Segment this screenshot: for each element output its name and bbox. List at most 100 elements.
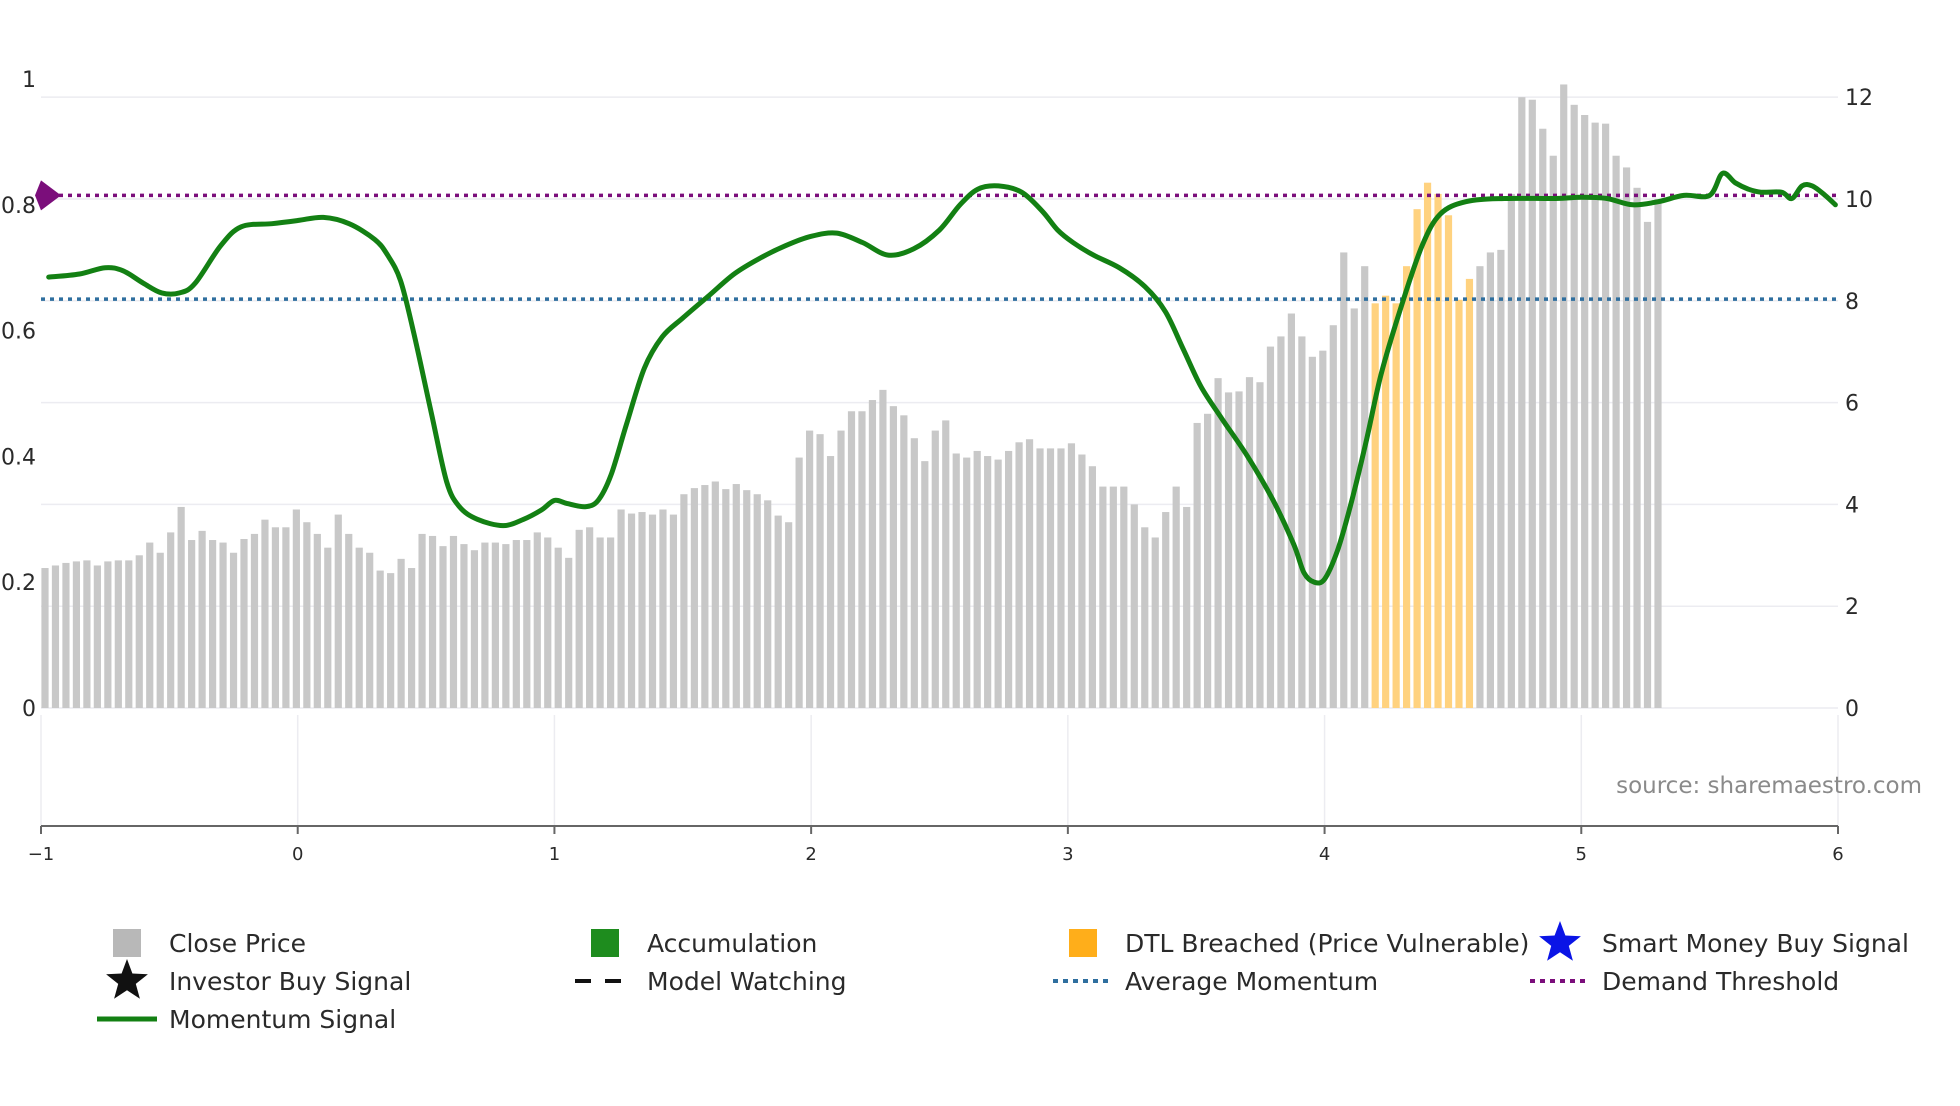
- close-price-bar: [282, 527, 290, 708]
- close-price-bar: [125, 560, 133, 708]
- close-price-bar: [240, 539, 248, 708]
- close-price-bar: [732, 484, 740, 708]
- close-price-bar: [167, 532, 175, 708]
- right-axis-tick: 0: [1845, 697, 1859, 722]
- right-axis-tick: 8: [1845, 290, 1859, 315]
- legend-label: Investor Buy Signal: [169, 967, 411, 996]
- legend-item-momentum-signal: Momentum Signal: [97, 1005, 396, 1034]
- close-price-bar: [1528, 99, 1536, 709]
- close-price-bar: [952, 453, 960, 708]
- close-price-bar: [1518, 97, 1526, 709]
- right-axis-ticks: 0 2 4 6 8 10 12: [1845, 86, 1873, 722]
- legend-item-smart-money: Smart Money Buy Signal: [1539, 921, 1909, 961]
- x-axis: −1 0 1 2 3 4 5 6: [28, 825, 1844, 865]
- close-price-bar: [41, 568, 49, 708]
- legend-item-demand-threshold: Demand Threshold: [1530, 967, 1839, 996]
- close-price-bar: [1465, 278, 1474, 708]
- right-axis-tick: 4: [1845, 493, 1859, 518]
- legend-label: Smart Money Buy Signal: [1602, 929, 1909, 958]
- x-axis-tick: 0: [292, 844, 303, 865]
- legend-label: DTL Breached (Price Vulnerable): [1125, 929, 1529, 958]
- close-price-bar: [931, 430, 939, 708]
- close-price-bar: [481, 542, 489, 708]
- close-price-bar: [177, 506, 185, 708]
- close-price-bar: [1245, 377, 1254, 708]
- close-price-bar: [764, 500, 772, 708]
- close-price-bar: [1486, 252, 1494, 708]
- close-price-bar: [984, 456, 992, 708]
- close-price-bar: [1413, 209, 1421, 708]
- legend-item-model-watching: Model Watching: [575, 967, 847, 996]
- legend-label: Momentum Signal: [169, 1005, 396, 1034]
- close-price-bar: [114, 560, 122, 708]
- close-price-bar: [910, 438, 918, 708]
- close-price-bar: [1549, 155, 1557, 708]
- close-price-bar: [1612, 155, 1620, 708]
- close-price-bar: [1392, 303, 1400, 708]
- close-price-bar: [648, 514, 657, 708]
- close-price-bar: [1361, 266, 1369, 708]
- x-axis-tick: 6: [1832, 844, 1843, 865]
- close-price-bar: [62, 562, 70, 708]
- close-price-bar: [1298, 336, 1306, 708]
- legend: Close Price Accumulation DTL Breached (Pri…: [97, 921, 1909, 1034]
- x-axis-tick: 2: [805, 844, 816, 865]
- x-axis-tick: −1: [28, 844, 55, 865]
- close-price-bar: [690, 488, 698, 708]
- right-axis-tick: 6: [1845, 392, 1859, 417]
- legend-square-icon: [591, 929, 619, 957]
- close-price-bar: [261, 519, 269, 708]
- close-price-bar: [83, 560, 91, 708]
- legend-item-average-momentum: Average Momentum: [1053, 967, 1378, 996]
- close-price-bar: [544, 537, 552, 708]
- close-price-bar: [512, 540, 520, 708]
- close-price-bar: [1308, 356, 1316, 708]
- left-axis-tick: 0.8: [1, 194, 36, 219]
- close-price-bar: [470, 550, 479, 708]
- close-price-bar: [826, 456, 835, 708]
- close-price-bar: [627, 513, 636, 708]
- close-price-bar: [355, 547, 363, 708]
- left-axis-ticks: 0 0.2 0.4 0.6 0.8 1: [1, 68, 36, 722]
- close-price-bar: [533, 532, 541, 708]
- legend-label: Average Momentum: [1125, 967, 1378, 996]
- legend-label: Model Watching: [647, 967, 847, 996]
- close-price-bar: [1025, 439, 1034, 708]
- close-price-bar: [366, 552, 374, 708]
- close-price-bar: [701, 485, 709, 708]
- close-price-bar: [743, 490, 751, 708]
- close-price-bar: [1204, 413, 1212, 708]
- threshold-marker: [35, 180, 61, 211]
- close-price-bar: [1382, 295, 1390, 708]
- close-price-bar: [449, 535, 458, 708]
- close-price-bar: [1099, 486, 1107, 708]
- close-price-bar: [795, 457, 803, 708]
- close-price-bar: [1193, 422, 1201, 708]
- close-price-bar: [219, 542, 227, 708]
- close-price-bar: [1057, 448, 1065, 708]
- close-price-bar: [1591, 122, 1599, 708]
- close-price-bar: [1371, 303, 1379, 708]
- close-price-bar: [460, 544, 468, 708]
- close-price-bar: [1015, 442, 1023, 708]
- reference-lines: [41, 193, 1838, 301]
- close-price-bar: [722, 489, 730, 708]
- close-price-bar: [586, 527, 594, 708]
- close-price-bar: [1277, 336, 1285, 708]
- close-price-bar: [1570, 104, 1578, 709]
- close-price-bar: [1214, 378, 1222, 708]
- x-axis-tick: 3: [1062, 844, 1073, 865]
- close-price-bar: [1287, 313, 1295, 708]
- close-price-bar: [1109, 486, 1117, 708]
- close-price-bar: [407, 568, 416, 708]
- close-price-bar: [146, 542, 154, 708]
- close-price-bar: [1560, 84, 1568, 709]
- grid-lines: [40, 96, 1839, 826]
- close-price-bars: [41, 84, 1662, 709]
- close-price-bar: [334, 514, 342, 708]
- close-price-bar: [439, 546, 447, 708]
- close-price-bar: [1151, 537, 1159, 708]
- close-price-bar: [1141, 527, 1149, 708]
- close-price-bar: [1434, 193, 1442, 709]
- legend-square-icon: [113, 929, 141, 957]
